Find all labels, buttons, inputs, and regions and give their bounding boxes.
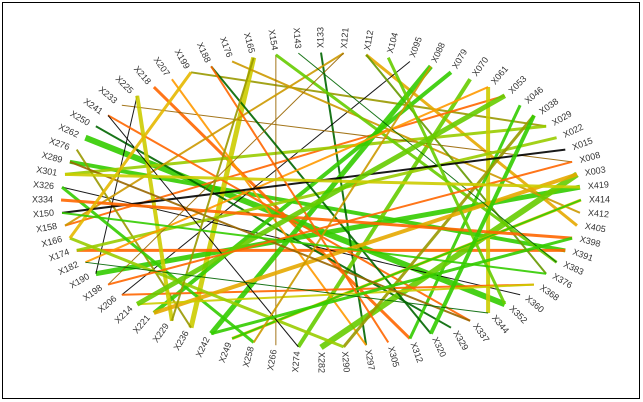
node-label: X154 xyxy=(267,29,281,51)
edge xyxy=(64,52,345,227)
edge xyxy=(60,198,573,240)
edge xyxy=(135,93,507,307)
node-label: X326 xyxy=(33,179,55,191)
edge xyxy=(85,261,489,314)
node-label: X112 xyxy=(362,29,375,51)
node-label: X158 xyxy=(35,221,57,235)
edge xyxy=(153,172,578,315)
edge xyxy=(386,56,507,305)
node-label: X003 xyxy=(584,164,606,178)
node-label: X301 xyxy=(36,164,58,178)
node-label: X412 xyxy=(588,208,610,220)
edge xyxy=(84,86,489,264)
node-label: X133 xyxy=(315,27,325,48)
node-label: X297 xyxy=(363,349,377,371)
edge xyxy=(252,65,432,343)
node-label: X414 xyxy=(589,194,610,204)
edges xyxy=(60,52,582,350)
edge xyxy=(137,283,534,306)
node-label: X143 xyxy=(291,27,303,49)
edge xyxy=(152,85,411,340)
edge xyxy=(68,71,193,240)
edge xyxy=(69,236,345,349)
edge xyxy=(298,52,557,263)
node-label: X274 xyxy=(290,351,302,373)
edge xyxy=(64,172,581,189)
edge xyxy=(429,114,536,335)
node-label: X282 xyxy=(317,352,327,373)
edge xyxy=(107,160,573,286)
edge xyxy=(210,236,573,336)
edge xyxy=(107,52,345,285)
node-label: X266 xyxy=(265,349,279,371)
edge xyxy=(231,199,582,340)
edge xyxy=(64,124,547,176)
node-label: X334 xyxy=(32,194,53,204)
edge xyxy=(342,114,536,348)
edge xyxy=(61,211,547,275)
edge xyxy=(61,185,255,344)
node-label: X405 xyxy=(584,221,606,235)
node-label: X290 xyxy=(340,351,352,373)
node-label: X419 xyxy=(587,179,609,191)
node-label: X150 xyxy=(33,208,55,220)
node-label: X121 xyxy=(339,27,351,49)
